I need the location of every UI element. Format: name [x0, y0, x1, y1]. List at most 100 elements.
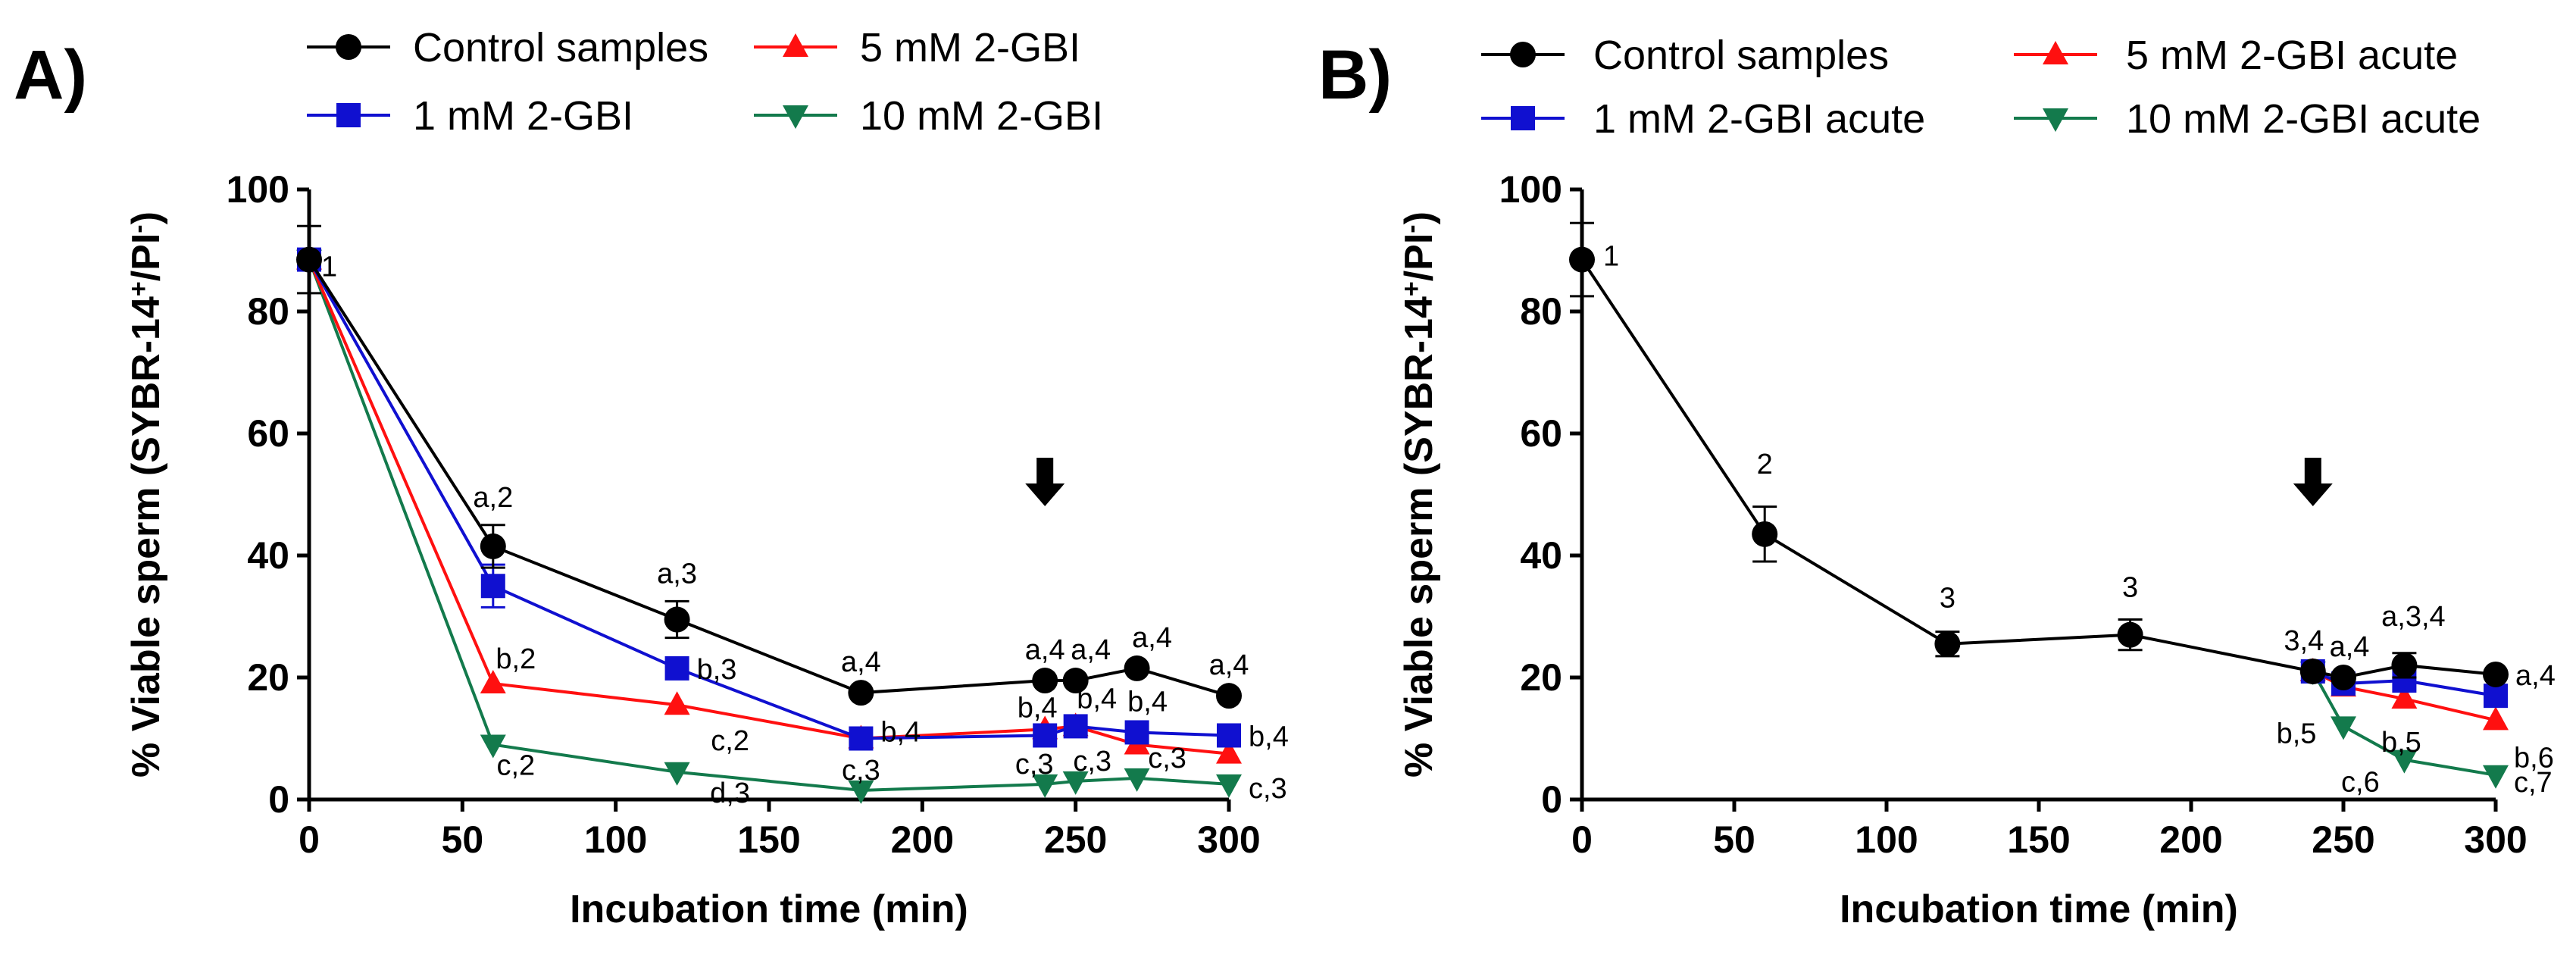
series-line	[2312, 670, 2496, 698]
y-tick-label: 80	[1520, 290, 1562, 333]
data-point	[664, 762, 690, 786]
y-axis-title-superscript: -	[1397, 224, 1426, 233]
data-point	[1216, 774, 1242, 798]
y-tick-label: 20	[247, 656, 289, 699]
significance-label: 1	[321, 252, 337, 283]
significance-label: c,2	[711, 725, 749, 757]
significance-label: c,7	[2514, 767, 2553, 799]
significance-label: b,6	[2514, 742, 2554, 774]
x-axis-title: Incubation time (min)	[1840, 887, 2238, 931]
data-point	[296, 246, 322, 273]
legend-marker	[2043, 41, 2068, 64]
significance-label: b,4	[1077, 683, 1117, 715]
significance-label: a,4	[2515, 660, 2556, 692]
series-line	[308, 258, 1230, 792]
y-tick-label: 60	[1520, 412, 1562, 455]
significance-label: a,4	[1209, 649, 1249, 681]
x-tick-label: 50	[1713, 818, 1755, 861]
y-tick-label: 0	[268, 778, 289, 821]
y-tick-label: 100	[1499, 168, 1562, 211]
significance-label: b,4	[1018, 692, 1058, 724]
x-axis-title: Incubation time (min)	[570, 887, 968, 931]
panel-letter: A)	[14, 36, 87, 114]
y-tick-label: 80	[247, 290, 289, 333]
data-point	[1124, 655, 1150, 681]
data-point	[2483, 765, 2509, 789]
significance-label: a,2	[473, 482, 513, 514]
legend-marker	[783, 33, 808, 57]
legend-item: 5 mM 2-GBI acute	[2014, 33, 2458, 78]
significance-label: b,2	[496, 643, 536, 675]
legend-marker	[1511, 106, 1535, 130]
significance-label: b,5	[2381, 727, 2421, 759]
data-point	[1032, 668, 1058, 694]
significance-label: 3	[2122, 572, 2138, 604]
legend-item: 10 mM 2-GBI	[754, 93, 1103, 139]
data-point	[2117, 621, 2143, 648]
y-axis-title-part: /PI	[124, 233, 168, 282]
legend-label: 10 mM 2-GBI	[860, 93, 1103, 139]
y-axis-title-superscript: +	[124, 281, 153, 296]
y-axis-title-part: /PI	[1397, 233, 1441, 282]
y-tick-label: 40	[247, 534, 289, 577]
y-tick-label: 20	[1520, 656, 1562, 699]
significance-label: a,4	[1025, 634, 1065, 666]
data-point	[2484, 684, 2508, 709]
legend-label: 5 mM 2-GBI acute	[2126, 33, 2458, 78]
data-point	[480, 734, 506, 759]
legend-label: 10 mM 2-GBI acute	[2126, 96, 2481, 142]
data-point	[480, 533, 506, 559]
data-point	[664, 691, 690, 715]
data-point	[2483, 661, 2509, 687]
significance-label: c,6	[2341, 767, 2380, 799]
data-point	[1062, 771, 1089, 795]
x-tick-label: 250	[1044, 818, 1107, 861]
significance-label: a,3,4	[2381, 601, 2446, 633]
series-line	[2312, 670, 2496, 777]
x-tick-label: 0	[299, 818, 320, 861]
y-axis-title-superscript: -	[124, 224, 153, 233]
data-point	[1217, 723, 1241, 748]
series-0	[1569, 221, 2509, 690]
legend-label: 1 mM 2-GBI	[413, 93, 633, 139]
significance-label: c,3	[1073, 746, 1111, 778]
significance-label: 2	[1757, 449, 1773, 480]
legend-item: Control samples	[307, 25, 708, 70]
data-point	[1216, 683, 1242, 709]
data-point	[480, 574, 505, 599]
significance-label: a,4	[1071, 634, 1111, 666]
significance-label: 3,4	[2284, 625, 2324, 657]
data-point	[480, 670, 506, 694]
legend-item: Control samples	[1481, 33, 1889, 78]
legend-item: 1 mM 2-GBI acute	[1481, 96, 1925, 142]
treatment-arrow-icon	[1025, 458, 1065, 506]
significance-label: b,5	[2277, 718, 2317, 749]
significance-label: c,3	[1015, 749, 1054, 781]
data-point	[2483, 706, 2509, 731]
legend-marker	[783, 105, 808, 129]
legend-label: 5 mM 2-GBI	[860, 25, 1080, 70]
legend-marker	[1510, 42, 1536, 67]
x-tick-label: 150	[737, 818, 800, 861]
legend-item: 10 mM 2-GBI acute	[2014, 96, 2481, 142]
series-1	[297, 247, 1241, 751]
y-axis-title-part: )	[1397, 211, 1441, 224]
significance-label: d,3	[710, 778, 750, 809]
y-axis-title: % Viable sperm (SYBR-14+/PI-)	[124, 211, 168, 778]
data-point	[1062, 668, 1089, 694]
data-point	[849, 726, 874, 751]
data-point	[2331, 665, 2356, 690]
series-line	[308, 258, 1230, 698]
data-point	[2391, 685, 2418, 709]
data-point	[1032, 774, 1058, 798]
x-tick-label: 300	[2464, 818, 2527, 861]
treatment-arrow-icon	[2293, 458, 2333, 506]
data-point	[848, 680, 874, 706]
legend-label: 1 mM 2-GBI acute	[1593, 96, 1925, 142]
x-tick-label: 200	[891, 818, 954, 861]
y-axis-title-part: )	[124, 211, 168, 224]
data-point	[2391, 652, 2418, 678]
significance-label: a,4	[841, 646, 881, 678]
panel-letter: B)	[1318, 36, 1392, 114]
